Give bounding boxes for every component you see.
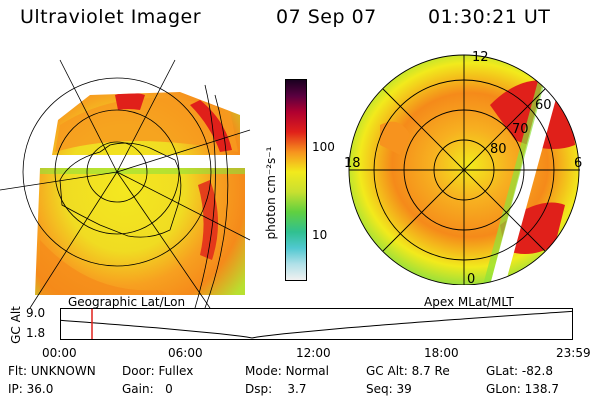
gc-altitude-plot [60, 308, 575, 342]
info-glon: GLon: 138.7 [486, 382, 559, 396]
mlat-label-80: 80 [490, 142, 507, 157]
mlt-label-18: 18 [344, 156, 361, 171]
mlt-label-12: 12 [472, 50, 489, 65]
date-label: 07 Sep 07 [276, 6, 377, 28]
info-flt: Flt: UNKNOWN [8, 364, 96, 378]
info-ip: IP: 36.0 [8, 382, 53, 396]
timeline-tick-0600: 06:00 [168, 346, 203, 360]
color-scale-bar [285, 79, 307, 281]
right-map-caption: Apex MLat/MLT [424, 295, 514, 309]
aurora-image-right [340, 45, 600, 285]
timeline-ymin: 1.8 [26, 326, 45, 340]
mlat-label-70: 70 [512, 122, 529, 137]
mlat-label-60: 60 [535, 98, 552, 113]
aurora-image-left [0, 40, 260, 310]
colorbar-tick-10: 10 [312, 228, 327, 242]
mlt-label-6: 6 [574, 156, 582, 171]
timeline-tick-1200: 12:00 [296, 346, 331, 360]
app-title: Ultraviolet Imager [20, 6, 201, 28]
apex-polar-map: 12 18 6 0 60 70 80 [340, 45, 600, 285]
time-label: 01:30:21 UT [428, 6, 550, 28]
colorbar-tick-100: 100 [312, 140, 335, 154]
timeline-tick-0000: 00:00 [42, 346, 77, 360]
mlt-label-0: 0 [467, 272, 475, 285]
timeline-tick-2359: 23:59 [556, 346, 591, 360]
info-glat: GLat: -82.8 [486, 364, 553, 378]
timeline-tick-1800: 18:00 [424, 346, 459, 360]
info-gain: Gain: 0 [122, 382, 173, 396]
geographic-map [0, 40, 260, 310]
timeline-ymax: 9.0 [26, 306, 45, 320]
info-door: Door: Fullex [122, 364, 193, 378]
info-mode: Mode: Normal [245, 364, 329, 378]
timeline-ylabel: GC Alt [9, 305, 23, 345]
left-map-caption: Geographic Lat/Lon [68, 295, 185, 309]
colorbar-unit-label: photon cm⁻²s⁻¹ [264, 118, 278, 268]
info-dsp: Dsp: 3.7 [245, 382, 307, 396]
info-gcalt: GC Alt: 8.7 Re [366, 364, 450, 378]
info-seq: Seq: 39 [366, 382, 412, 396]
